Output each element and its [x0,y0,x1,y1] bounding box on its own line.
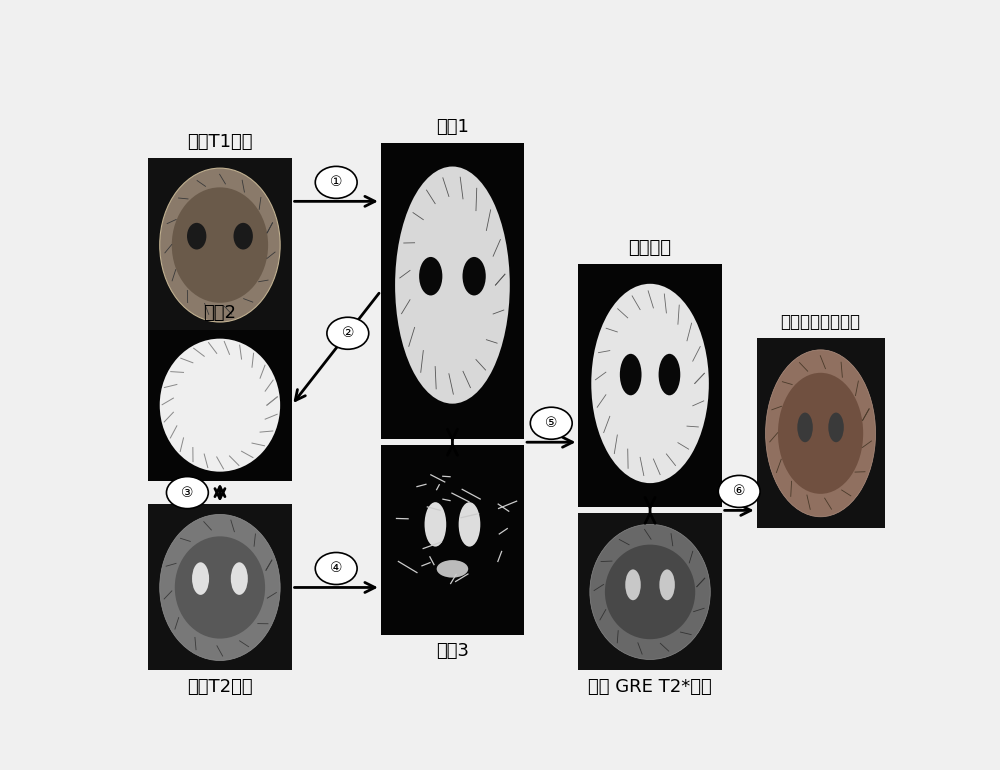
Ellipse shape [419,257,442,296]
Circle shape [530,407,572,439]
Text: ⑤: ⑤ [545,417,558,430]
Text: 原始T2图像: 原始T2图像 [187,678,253,695]
Ellipse shape [828,413,844,442]
Bar [381,142,524,439]
Bar [148,504,292,671]
Circle shape [166,477,208,509]
Ellipse shape [395,166,510,403]
Text: 最终蒙片: 最终蒙片 [629,239,672,257]
Ellipse shape [659,569,675,601]
Text: ②: ② [342,326,354,340]
Bar [148,158,292,333]
Ellipse shape [160,514,280,661]
Ellipse shape [778,373,863,494]
Ellipse shape [192,562,209,595]
Ellipse shape [605,544,695,639]
Text: 蒙片2: 蒙片2 [203,304,236,323]
Ellipse shape [620,353,642,395]
Ellipse shape [172,187,268,303]
Ellipse shape [590,524,710,659]
Text: ①: ① [330,176,342,189]
Ellipse shape [234,223,253,249]
Bar [578,264,722,507]
Text: ③: ③ [181,486,194,500]
Text: ⑥: ⑥ [733,484,745,498]
Bar [148,330,292,480]
Circle shape [327,317,369,350]
Text: 蒙片3: 蒙片3 [436,642,469,660]
Text: 蒙片1: 蒙片1 [436,118,469,136]
Ellipse shape [591,284,709,483]
Bar [757,339,885,528]
Ellipse shape [160,339,280,472]
Ellipse shape [437,560,468,578]
Bar [578,514,722,671]
Ellipse shape [160,168,280,322]
Circle shape [315,553,357,584]
Text: ④: ④ [330,561,342,575]
Text: 原始 GRE T2*图像: 原始 GRE T2*图像 [588,678,712,695]
Ellipse shape [625,569,641,601]
Circle shape [315,166,357,199]
Text: 原始T1图像: 原始T1图像 [187,132,253,150]
Ellipse shape [766,350,876,517]
Ellipse shape [175,537,265,638]
Bar [381,445,524,635]
Ellipse shape [425,502,446,547]
Ellipse shape [459,502,480,547]
Circle shape [718,475,760,507]
Ellipse shape [797,413,813,442]
Ellipse shape [231,562,248,595]
Text: 干扰组织去除结果: 干扰组织去除结果 [781,313,861,331]
Ellipse shape [187,223,206,249]
Ellipse shape [463,257,486,296]
Ellipse shape [659,353,680,395]
